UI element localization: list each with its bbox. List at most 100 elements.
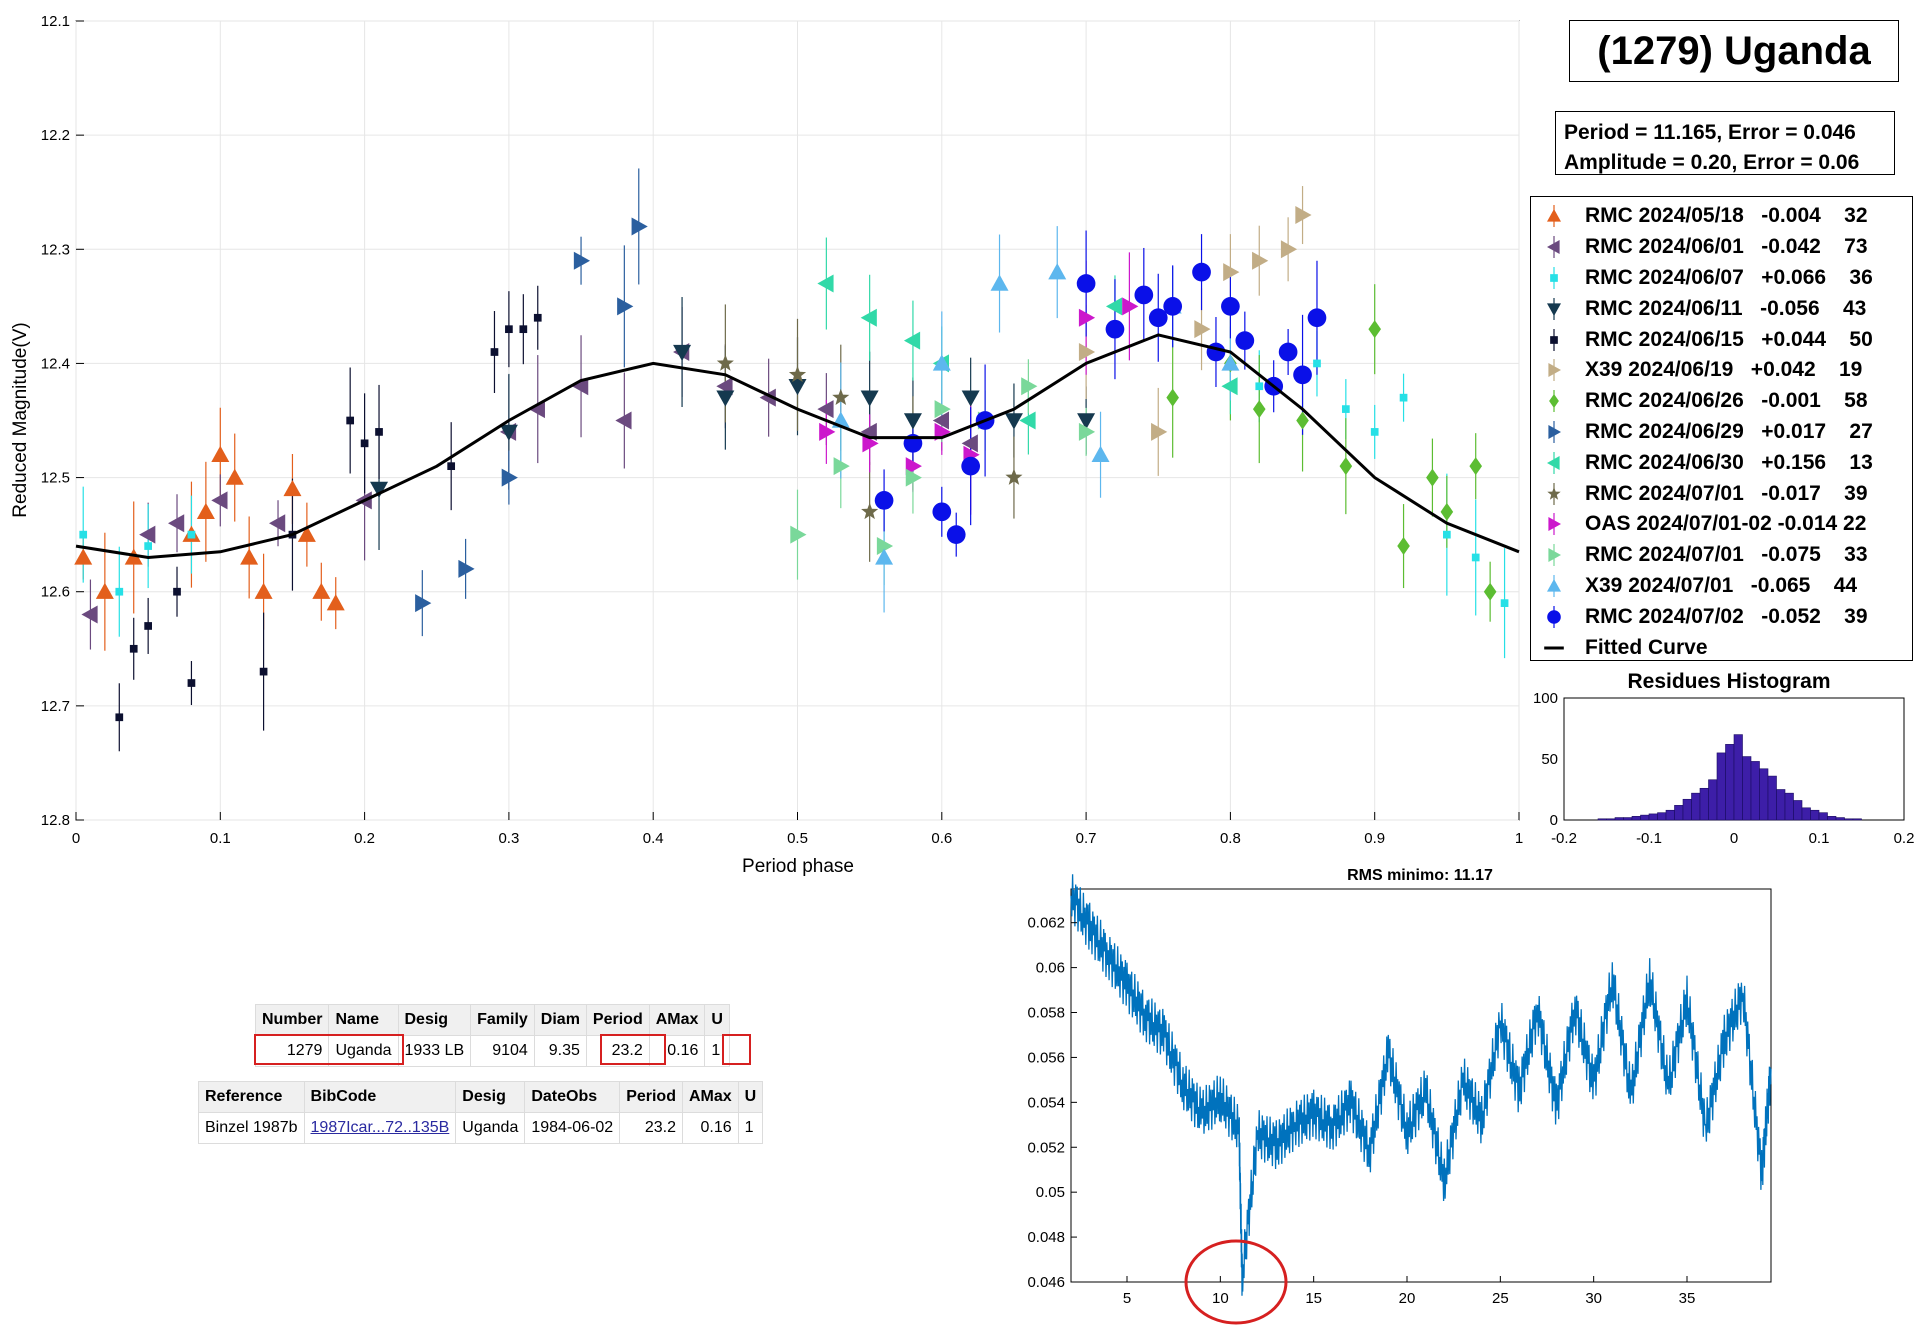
highlight-number-name	[254, 1034, 404, 1065]
data-point	[375, 428, 383, 436]
histogram-bar	[1716, 752, 1726, 821]
data-point	[1078, 343, 1096, 362]
data-point	[862, 434, 879, 453]
table-header: Period	[585, 1004, 650, 1036]
table-cell: 1	[737, 1112, 764, 1144]
x-tick-label: 0.4	[643, 830, 664, 847]
data-point	[370, 481, 389, 498]
data-point	[196, 502, 215, 520]
data-point	[225, 468, 244, 485]
data-point	[905, 457, 922, 476]
data-point	[269, 514, 286, 533]
table-cell: 1933 LB	[397, 1035, 472, 1067]
legend-marker	[1547, 578, 1561, 592]
data-point	[1255, 382, 1264, 391]
data-point	[283, 479, 302, 497]
histogram-bar	[1750, 761, 1760, 821]
series-4	[370, 344, 1096, 498]
table-header: Period	[619, 1081, 683, 1113]
legend-label: RMC 2024/06/07 +0.066 36	[1585, 265, 1873, 289]
table-cell: 1	[704, 1035, 730, 1067]
data-point	[144, 542, 152, 550]
lcdb-summary-table: Number Name Desig Family Diam Period AMax U 127…	[254, 1004, 730, 1067]
table-header: Diam	[533, 1004, 587, 1036]
data-point	[168, 514, 185, 533]
data-point	[240, 548, 259, 565]
legend-marker	[1549, 394, 1559, 409]
y-tick-label: 12.5	[41, 470, 70, 487]
data-point	[1004, 413, 1023, 430]
legend-label: OAS 2024/07/01-02 -0.014 22	[1585, 512, 1867, 536]
legend-marker-icon	[1548, 513, 1561, 536]
data-point	[819, 422, 836, 441]
x-tick-label: 0.3	[498, 830, 519, 847]
data-point	[1019, 411, 1036, 430]
histogram-bar	[1640, 814, 1650, 821]
histogram-bar	[1852, 818, 1862, 821]
x-tick-label: 35	[1679, 1290, 1696, 1307]
x-tick-label: 0	[72, 830, 80, 847]
table-header: AMax	[681, 1081, 739, 1113]
data-point	[961, 434, 978, 453]
legend-label: X39 2024/07/01 -0.065 44	[1585, 573, 1858, 597]
x-tick-label: 0.1	[210, 830, 231, 847]
data-point	[874, 491, 894, 510]
histogram-bar	[1776, 789, 1786, 821]
legend-marker-icon	[1548, 359, 1561, 382]
histogram-bar	[1835, 817, 1845, 821]
legend-marker	[1547, 303, 1561, 316]
series-6	[1078, 206, 1312, 441]
legend-label: RMC 2024/05/18 -0.004 32	[1585, 204, 1868, 228]
data-point	[528, 400, 545, 419]
y-tick-label: 12.4	[41, 355, 70, 372]
series-8	[415, 217, 648, 613]
data-point	[617, 297, 634, 316]
series-3	[79, 359, 1509, 607]
data-point	[1005, 468, 1023, 485]
histogram-bar	[1674, 805, 1684, 821]
legend-marker	[1548, 517, 1561, 532]
data-point	[833, 457, 850, 476]
data-point	[490, 348, 499, 356]
data-point	[1307, 308, 1327, 328]
series-1	[74, 445, 345, 611]
y-tick-label: 12.7	[41, 698, 70, 715]
legend-marker-icon	[1547, 605, 1561, 628]
legend-label: RMC 2024/06/26 -0.001 58	[1585, 389, 1868, 413]
table-cell: Uganda	[455, 1112, 526, 1144]
data-point	[533, 313, 542, 322]
y-tick-label: 0.058	[1027, 1005, 1065, 1022]
asteroid-title: (1279) Uganda	[1569, 20, 1899, 82]
phase-plot-points	[74, 206, 1509, 722]
y-tick-label: 12.8	[41, 812, 70, 829]
histogram-ticks: -0.2 -0.1 0 0.1 0.2 0 50 100	[1533, 690, 1914, 847]
data-point	[860, 390, 879, 407]
data-point	[572, 377, 589, 396]
x-tick-label: 0.5	[787, 830, 808, 847]
data-point	[95, 582, 114, 599]
legend-item: RMC 2024/05/18 -0.004 32	[1539, 201, 1912, 232]
legend: RMC 2024/05/18 -0.004 32 RMC 2024/06/01 -…	[1530, 196, 1913, 661]
data-point	[326, 594, 345, 611]
table-cell: 23.2	[585, 1035, 650, 1067]
legend-item: RMC 2024/06/07 +0.066 36	[1539, 263, 1912, 294]
y-tick-label: 12.6	[41, 584, 70, 601]
data-point	[990, 274, 1009, 291]
rms-title: RMS minimo: 11.17	[1347, 867, 1493, 884]
data-point	[1252, 400, 1266, 419]
bibcode-link[interactable]: 1987Icar...72..135B	[310, 1119, 450, 1136]
data-point	[716, 390, 735, 407]
y-tick-label: 0.056	[1027, 1049, 1065, 1066]
legend-marker-icon	[1547, 205, 1561, 228]
x-tick-label: 0.2	[1894, 830, 1915, 847]
rms-minimum-highlight-circle	[1184, 1239, 1288, 1325]
legend-label: RMC 2024/07/01 -0.075 33	[1585, 543, 1868, 567]
legend-item: RMC 2024/06/01 -0.042 73	[1539, 232, 1912, 263]
data-point	[499, 424, 518, 441]
y-tick-label: 50	[1541, 751, 1558, 768]
histogram-bar	[1733, 734, 1743, 821]
series-5	[115, 313, 542, 722]
x-tick-label: -0.1	[1636, 830, 1662, 847]
legend-label: RMC 2024/07/02 -0.052 39	[1585, 604, 1868, 628]
